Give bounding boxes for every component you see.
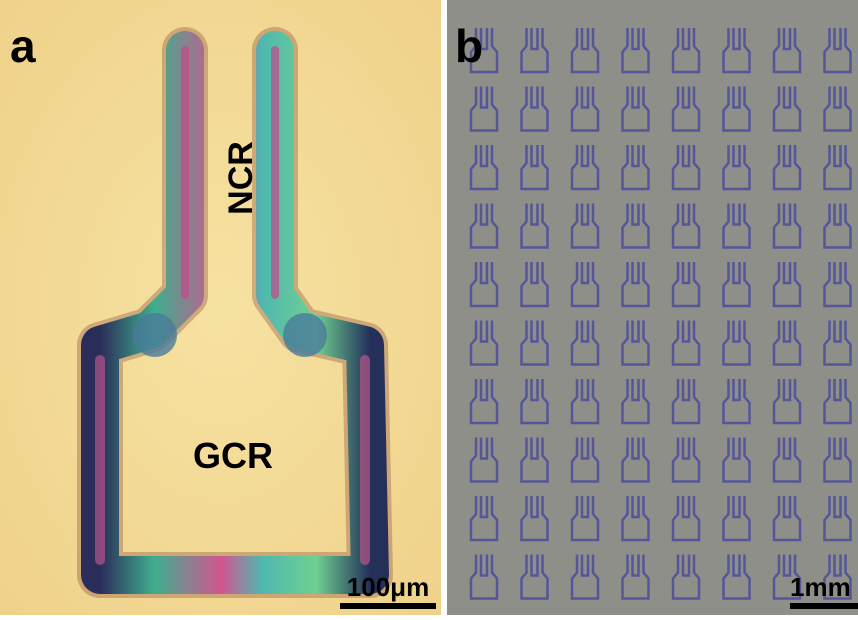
scale-bar: [340, 603, 436, 609]
scale-bar-label: 100μm: [347, 572, 429, 602]
panel-b: b 1mm: [447, 0, 858, 615]
annotation: GCR: [193, 435, 273, 476]
scale-bar: [790, 603, 858, 609]
scale-bar-label: 1mm: [790, 572, 851, 602]
annotation: NCR: [222, 141, 260, 215]
page: a NCR GCR 100μm b 1mm (() => { const dat…: [0, 0, 858, 615]
panel-label: b: [455, 20, 483, 72]
panel-b-background: [447, 0, 858, 615]
figure: a NCR GCR 100μm b 1mm: [0, 0, 858, 615]
panel-label: a: [10, 20, 36, 72]
panel-a: a NCR GCR 100μm: [0, 0, 441, 615]
